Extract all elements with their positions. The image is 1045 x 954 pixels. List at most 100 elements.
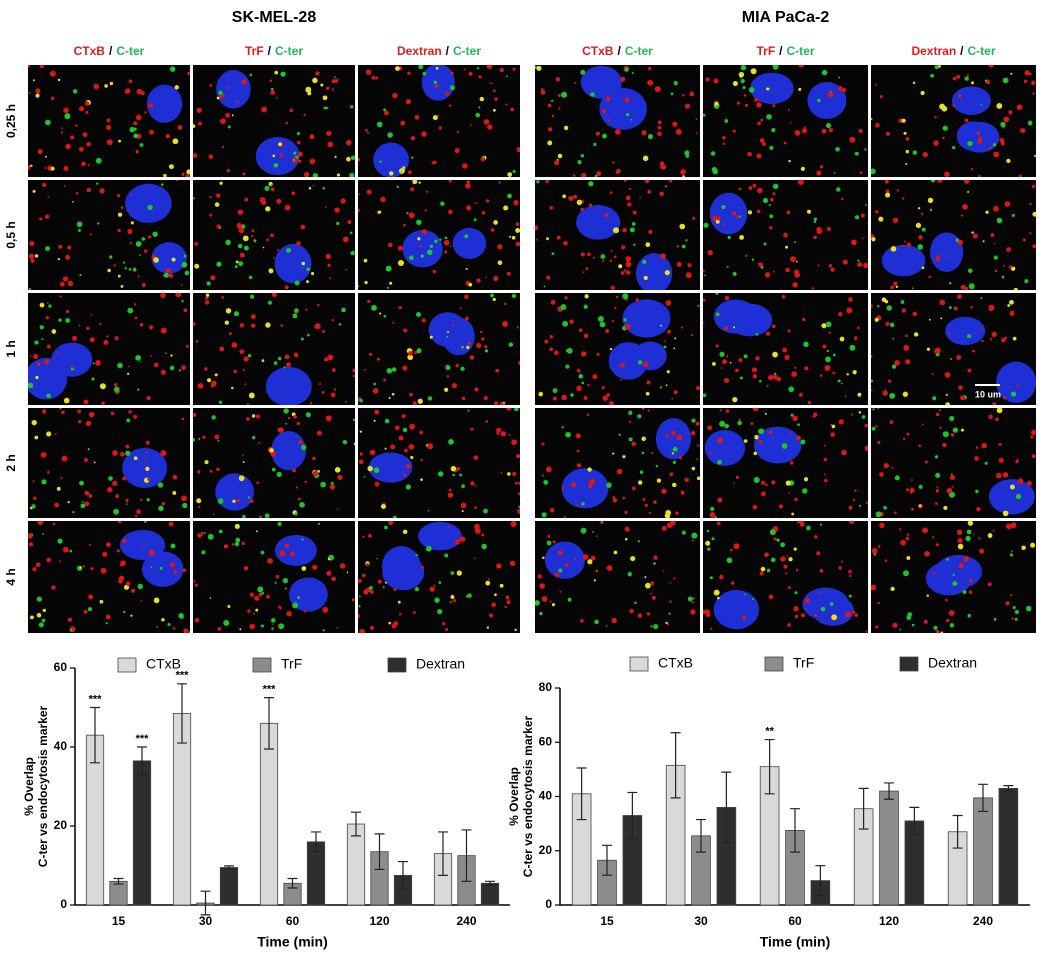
vesicle — [642, 498, 646, 501]
vesicle — [380, 503, 386, 510]
vesicle — [181, 172, 185, 176]
significance: ** — [765, 725, 774, 737]
vesicle — [384, 447, 387, 450]
vesicle — [169, 66, 176, 72]
vesicle — [117, 228, 121, 233]
vesicle — [271, 627, 274, 630]
vesicle — [200, 531, 204, 535]
vesicle — [646, 612, 651, 616]
vesicle — [952, 146, 956, 150]
vesicle — [695, 118, 698, 121]
micrograph-content — [535, 65, 698, 177]
vesicle — [45, 119, 51, 126]
vesicle — [624, 537, 628, 541]
vesicle — [710, 627, 713, 630]
vesicle — [219, 181, 223, 185]
vesicle — [780, 556, 786, 562]
micrograph — [703, 293, 868, 405]
vesicle — [984, 461, 988, 465]
vesicle — [923, 619, 928, 624]
vesicle — [719, 351, 725, 357]
nucleus — [655, 418, 692, 460]
vesicle — [117, 212, 123, 217]
vesicle — [445, 91, 450, 96]
vesicle — [583, 304, 588, 309]
vesicle — [303, 610, 307, 613]
vesicle — [247, 354, 252, 358]
vesicle — [1032, 244, 1036, 249]
vesicle — [631, 486, 636, 491]
reporter-name: C-ter — [625, 44, 653, 58]
vesicle — [297, 151, 303, 157]
vesicle — [849, 574, 852, 578]
vesicle — [769, 430, 773, 434]
vesicle — [59, 560, 62, 563]
vesicle — [889, 322, 895, 328]
vesicle — [146, 498, 150, 502]
vesicle — [196, 498, 202, 504]
vesicle — [875, 210, 879, 214]
vesicle — [143, 461, 146, 463]
vesicle — [1005, 601, 1010, 606]
vesicle — [960, 428, 965, 432]
vesicle — [481, 543, 487, 550]
vesicle — [813, 220, 817, 223]
vesicle — [322, 629, 325, 632]
vesicle — [44, 214, 50, 219]
vesicle — [687, 104, 691, 107]
vesicle — [587, 559, 593, 565]
vesicle — [214, 373, 218, 377]
vesicle — [592, 256, 595, 259]
vesicle — [195, 339, 199, 343]
vesicle — [141, 283, 146, 288]
vesicle — [990, 233, 995, 237]
vesicle — [36, 612, 42, 618]
vesicle — [820, 374, 823, 377]
vesicle — [183, 628, 189, 633]
vesicle — [147, 478, 150, 481]
vesicle — [197, 383, 204, 389]
vesicle — [401, 414, 406, 419]
vesicle — [120, 284, 124, 288]
vesicle — [239, 628, 242, 631]
vesicle — [444, 236, 448, 240]
vesicle — [383, 108, 387, 112]
vesicle — [511, 235, 516, 240]
vesicle — [766, 568, 771, 573]
vesicle — [388, 242, 393, 248]
vesicle — [549, 507, 555, 513]
vesicle — [624, 67, 629, 72]
vesicle — [398, 168, 405, 174]
vesicle — [127, 228, 133, 235]
vesicle — [946, 618, 950, 623]
vesicle — [993, 617, 997, 621]
vesicle — [28, 165, 31, 170]
vesicle — [125, 581, 131, 586]
vesicle — [703, 393, 707, 398]
vesicle — [551, 114, 555, 118]
vesicle — [42, 533, 44, 535]
vesicle — [358, 208, 360, 213]
vesicle — [438, 471, 444, 477]
vesicle — [422, 71, 427, 76]
vesicle — [481, 533, 485, 537]
vesicle — [244, 197, 249, 202]
vesicle — [403, 223, 406, 227]
vesicle — [732, 326, 736, 329]
vesicle — [692, 597, 695, 600]
vesicle — [909, 487, 915, 493]
vesicle — [410, 136, 416, 141]
vesicle — [351, 598, 355, 602]
vesicle — [1006, 158, 1011, 163]
vesicle — [871, 118, 873, 120]
vesicle — [331, 319, 335, 322]
vesicle — [625, 195, 631, 201]
vesicle — [514, 628, 517, 632]
vesicle — [77, 409, 82, 414]
vesicle — [276, 471, 282, 477]
vesicle — [697, 304, 700, 307]
vesicle — [664, 340, 666, 343]
vesicle — [358, 605, 361, 608]
vesicle — [852, 370, 857, 375]
